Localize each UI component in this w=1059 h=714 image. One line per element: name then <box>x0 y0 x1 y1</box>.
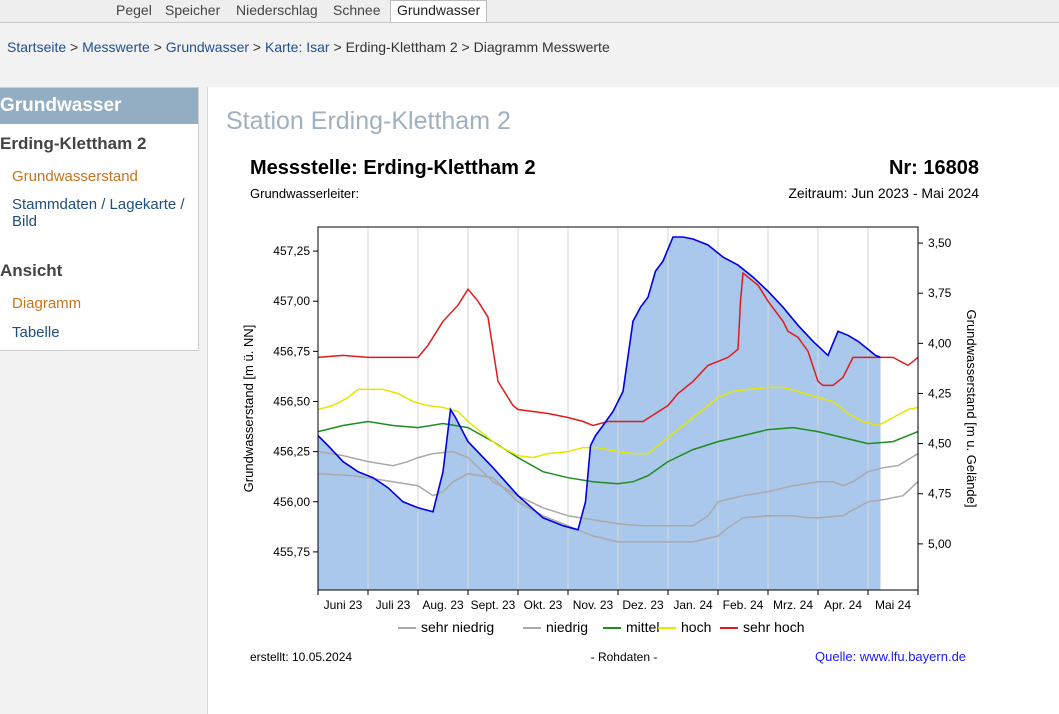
sidebar-header: Grundwasser <box>0 88 198 124</box>
y-right-tick-label: 4,00 <box>928 336 952 350</box>
y-tick-label: 455,75 <box>273 545 310 559</box>
breadcrumb-current: Diagramm Messwerte <box>473 39 610 55</box>
x-tick-label: Apr. 24 <box>824 598 862 612</box>
y-right-tick-label: 4,75 <box>928 487 952 501</box>
sidebar-section-ansicht: Ansicht <box>0 261 63 280</box>
breadcrumb: Startseite > Messwerte > Grundwasser > K… <box>7 39 610 55</box>
breadcrumb-separator: > <box>461 39 470 55</box>
groundwater-chart: Messstelle: Erding-Klettham 2 Nr: 16808 Gr… <box>241 157 979 664</box>
tab-grundwasser[interactable]: Grundwasser <box>390 0 488 22</box>
series-line-sehr-niedrig <box>318 472 918 543</box>
sidebar-station-name: Erding-Klettham 2 <box>0 134 147 153</box>
main-content: Station Erding-Klettham 2 Messstelle: Er… <box>207 87 1059 714</box>
y-tick-label: 456,00 <box>273 495 310 509</box>
sidebar-link-tabelle[interactable]: Tabelle <box>12 324 60 341</box>
breadcrumb-separator: > <box>153 39 162 55</box>
x-tick-label: Nov. 23 <box>573 598 614 612</box>
sidebar-link-grundwasserstand[interactable]: Grundwasserstand <box>12 168 138 185</box>
legend-label: hoch <box>681 619 711 635</box>
tab-speicher[interactable]: Speicher <box>165 2 221 18</box>
y-right-tick-label: 4,50 <box>928 437 952 451</box>
legend-label: mittel <box>626 619 659 635</box>
page-title: Station Erding-Klettham 2 <box>226 107 511 135</box>
breadcrumb-separator: > <box>252 39 262 55</box>
chart-rawdata-note: - Rohdaten - <box>591 650 658 664</box>
y-right-tick-label: 4,25 <box>928 386 952 400</box>
sidebar: Grundwasser Erding-Klettham 2 Grundwasse… <box>0 87 199 351</box>
breadcrumb-separator: > <box>333 39 342 55</box>
y-tick-label: 457,25 <box>273 244 310 258</box>
breadcrumb-karte-isar[interactable]: Karte: Isar <box>265 39 330 55</box>
y-axis-label: Grundwasserstand [m ü. NN] <box>241 325 256 493</box>
x-tick-label: Dez. 23 <box>622 598 664 612</box>
x-tick-label: Okt. 23 <box>524 598 563 612</box>
legend-label: sehr hoch <box>743 619 804 635</box>
breadcrumb-startseite[interactable]: Startseite <box>7 39 67 55</box>
x-tick-label: Feb. 24 <box>723 598 764 612</box>
x-tick-label: Mai 24 <box>875 598 911 612</box>
measured-line <box>318 236 881 531</box>
tab-schnee[interactable]: Schnee <box>333 2 381 18</box>
tab-pegel[interactable]: Pegel <box>116 2 152 18</box>
x-tick-label: Mrz. 24 <box>773 598 813 612</box>
y-tick-label: 456,75 <box>273 344 310 358</box>
series-line-hoch <box>318 386 918 459</box>
y-right-tick-label: 3,50 <box>928 236 952 250</box>
series-line-niedrig <box>318 450 918 527</box>
sidebar-link-diagramm[interactable]: Diagramm <box>12 295 82 312</box>
chart-title: Messstelle: Erding-Klettham 2 <box>250 157 536 179</box>
breadcrumb-station: Erding-Klettham 2 <box>345 39 458 55</box>
chart-created-date: erstellt: 10.05.2024 <box>250 650 352 664</box>
y-right-tick-label: 5,00 <box>928 537 952 551</box>
sidebar-link-stammdaten[interactable]: Stammdaten / Lagekarte / Bild <box>12 196 185 230</box>
x-tick-label: Juni 23 <box>324 598 363 612</box>
top-navigation: Pegel Speicher Niederschlag Schnee Grund… <box>0 0 1059 23</box>
legend-label: sehr niedrig <box>421 619 494 635</box>
y-axis-label-right: Grundwasserstand [m u. Gelände] <box>964 310 979 508</box>
series-line-mittel <box>318 420 918 485</box>
x-tick-label: Sept. 23 <box>471 598 516 612</box>
series-line-sehr-hoch <box>318 271 918 427</box>
breadcrumb-messwerte[interactable]: Messwerte <box>82 39 150 55</box>
chart-number: Nr: 16808 <box>889 157 979 179</box>
chart-period: Zeitraum: Jun 2023 - Mai 2024 <box>788 185 979 201</box>
y-right-tick-label: 3,75 <box>928 286 952 300</box>
x-tick-label: Aug. 23 <box>422 598 464 612</box>
x-tick-label: Jan. 24 <box>673 598 713 612</box>
breadcrumb-grundwasser[interactable]: Grundwasser <box>165 39 250 55</box>
y-tick-label: 456,25 <box>273 445 310 459</box>
y-tick-label: 456,50 <box>273 394 310 408</box>
x-tick-label: Juli 23 <box>376 598 411 612</box>
tab-niederschlag[interactable]: Niederschlag <box>236 2 318 18</box>
legend-label: niedrig <box>546 619 588 635</box>
y-tick-label: 457,00 <box>273 294 310 308</box>
breadcrumb-separator: > <box>70 39 79 55</box>
chart-source-link[interactable]: Quelle: www.lfu.bayern.de <box>815 649 966 664</box>
chart-subtitle: Grundwasserleiter: <box>250 186 359 201</box>
